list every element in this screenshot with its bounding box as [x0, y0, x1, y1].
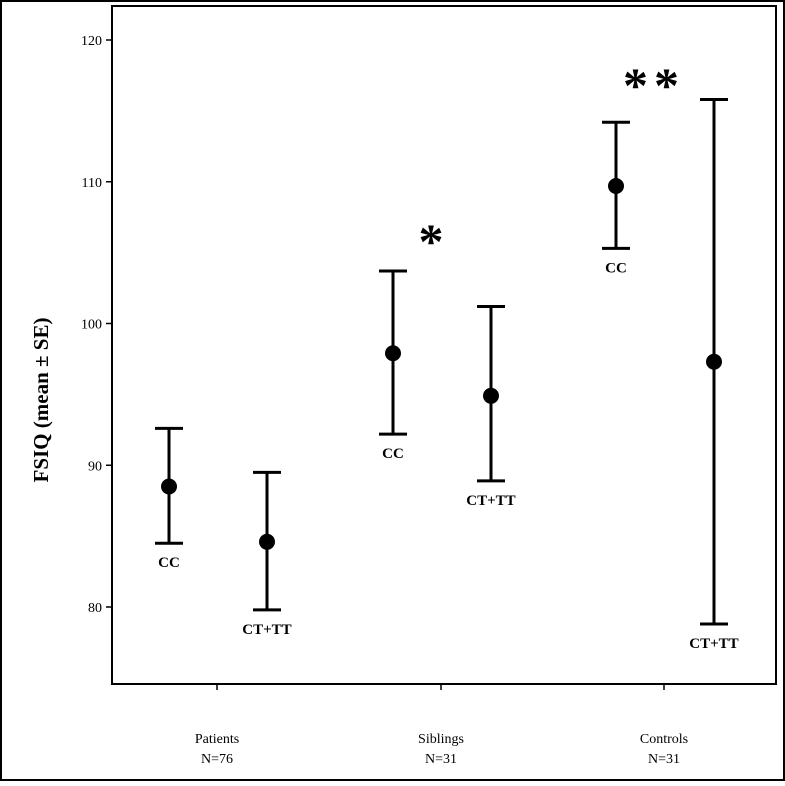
group-label: CC: [605, 260, 627, 276]
y-tick-label-100: 100: [81, 318, 102, 333]
x-tick-sublabel-siblings: N=31: [425, 752, 457, 767]
mean-point: [161, 478, 177, 495]
y-tick-label-120: 120: [81, 34, 102, 49]
y-tick-label-90: 90: [88, 459, 102, 474]
significance-markers: ***: [419, 57, 685, 269]
y-axis-label: FSIQ (mean ± SE): [29, 318, 53, 483]
mean-point: [385, 345, 401, 362]
errorbar-controls-ct-tt: CT+TT: [689, 98, 739, 652]
y-axis: 80 90 100 110 120: [81, 34, 112, 616]
errorbar-patients-cc: CC: [155, 426, 183, 571]
group-label: CC: [382, 446, 404, 462]
x-axis: Patients N=76 Siblings N=31 Controls N=31: [195, 684, 688, 767]
y-tick-label-110: 110: [82, 176, 102, 191]
group-label: CT+TT: [466, 493, 515, 509]
error-bars: CC CT+TT CC CT+TT CC CT+TT: [155, 98, 739, 652]
errorbar-siblings-cc: CC: [379, 269, 407, 462]
mean-point: [706, 353, 722, 370]
x-tick-label-patients: Patients: [195, 732, 239, 747]
errorbar-controls-cc: CC: [602, 120, 630, 276]
mean-point: [259, 533, 275, 550]
x-tick-sublabel-patients: N=76: [201, 752, 233, 767]
group-label: CC: [158, 555, 180, 571]
significance-marker-controls: **: [623, 57, 685, 113]
errorbar-patients-ct-tt: CT+TT: [242, 470, 292, 638]
x-tick-label-siblings: Siblings: [418, 732, 464, 747]
group-label: CT+TT: [242, 622, 291, 638]
group-label: CT+TT: [689, 636, 738, 652]
plot-area: [111, 5, 777, 685]
y-tick-label-80: 80: [88, 601, 102, 616]
errorbar-siblings-ct-tt: CT+TT: [466, 304, 516, 509]
mean-point: [483, 387, 499, 404]
x-tick-sublabel-controls: N=31: [648, 752, 680, 767]
significance-marker-siblings: *: [419, 213, 444, 269]
mean-point: [608, 178, 624, 195]
x-tick-label-controls: Controls: [640, 732, 688, 747]
